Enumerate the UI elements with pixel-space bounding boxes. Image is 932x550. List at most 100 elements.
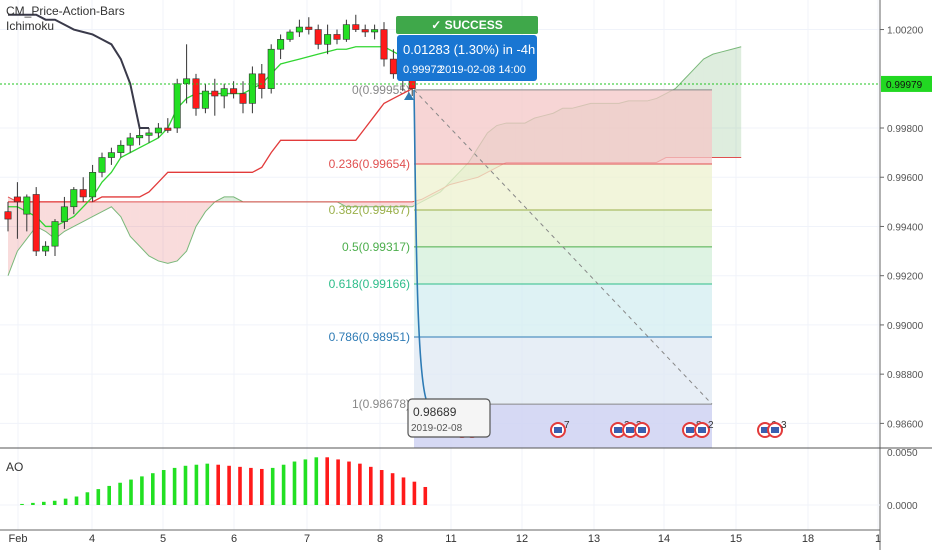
ao-bar [96,489,101,505]
ao-bar [63,498,68,505]
candle-body [248,73,256,104]
price-tick-label: 0.99200 [887,272,924,283]
candle-body [126,137,134,146]
time-tick-label: 14 [658,533,670,545]
cloud-segment [149,201,159,261]
ao-tick-label: 0.0000 [887,501,918,512]
candle-body [42,245,50,252]
candle-body [32,194,40,252]
ao-bar [336,459,340,505]
event-flag-icon [761,427,769,433]
cloud-segment [92,201,102,217]
candle-body [192,78,200,109]
candle-body [98,157,106,173]
ao-bar [107,485,111,505]
cloud-segment [731,46,742,158]
candle-body [352,24,360,30]
time-tick-label: 4 [89,533,95,545]
ao-bar [129,479,133,505]
indicator-title-price-action[interactable]: CM_Price-Action-Bars [6,4,125,18]
candle-body [211,90,219,97]
time-tick-label: 13 [588,533,600,545]
ao-bar [401,477,406,505]
fib-level-label: 0.382(0.99467) [329,203,410,217]
ao-bar [249,467,253,505]
time-tick-label: 7 [304,533,310,545]
ao-tick-label: 0.0050 [887,448,918,459]
cloud-segment [120,201,131,237]
ao-bar [347,461,351,505]
fib-band [414,89,712,164]
cloud-segment [722,49,732,158]
ao-bar [85,492,90,505]
candle-body [4,211,12,220]
price-tick-label: 0.99000 [887,321,924,332]
ao-bar [369,466,373,505]
candle-body [154,127,162,134]
cloud-segment [111,201,121,217]
cloud-segment [177,201,187,261]
candle-body [173,83,181,129]
cloud-segment [713,51,723,158]
cloud-segment [384,201,394,207]
indicator-title-ichimoku[interactable]: Ichimoku [6,19,55,33]
event-flag-icon [638,427,646,433]
trade-end-date: 2019-02-08 [411,423,463,434]
fib-level-label: 0(0.99955) [352,83,410,97]
candle-body [324,34,332,45]
candle-body [164,127,172,131]
fib-level-label: 0.786(0.98951) [329,330,410,344]
candle-body [183,78,191,84]
ao-bar [325,457,329,505]
fib-level-label: 0.618(0.99166) [329,277,410,291]
fib-band [414,246,712,285]
ao-bar [194,464,199,505]
chikou-span-line [8,13,149,129]
cloud-segment [365,201,375,207]
candle-body [295,26,303,33]
candle-body [267,48,275,89]
cloud-segment [393,201,403,207]
trade-end-price: 0.98689 [413,405,457,419]
cloud-segment [73,201,84,227]
ao-bar [172,467,177,505]
trade-end-box [407,398,491,438]
candle-body [23,196,31,215]
event-badge-count: 3 [781,420,787,431]
success-banner [396,16,538,34]
ao-bar [238,466,242,505]
ao-bar [314,457,319,505]
candle-body [230,88,238,94]
ao-bar [161,470,166,505]
time-tick-label: 6 [231,533,237,545]
candle-body [361,29,369,33]
candle-body [239,93,247,104]
time-tick-label: 12 [516,533,528,545]
indicator-title-ao[interactable]: AO [6,460,24,474]
cloud-segment [102,201,112,212]
candle-body [380,29,388,60]
cloud-segment [83,201,93,222]
fib-band [414,284,712,337]
ao-bar [423,486,428,505]
cloud-segment [402,201,413,207]
event-flag-icon [554,427,562,433]
fib-band [414,163,712,210]
price-tick-label: 0.99600 [887,173,924,184]
time-tick-label: 18 [802,533,814,545]
fib-level-label: 1(0.98678) [352,397,410,411]
price-tick-label: 1.00200 [887,26,924,37]
event-flag-icon [686,427,694,433]
ao-bar [270,467,275,505]
candle-body [107,152,115,158]
ao-bar [183,465,188,505]
candle-body [60,206,68,222]
time-tick-label: Feb [9,533,28,545]
candle-body [277,39,285,50]
cloud-segment [158,201,168,264]
fib-trend-line [413,89,713,405]
current-price-value: 0.99979 [886,80,923,91]
time-tick-label: 8 [377,533,383,545]
trade-change-label: 0.01283 (1.30%) in -4h [403,42,535,57]
